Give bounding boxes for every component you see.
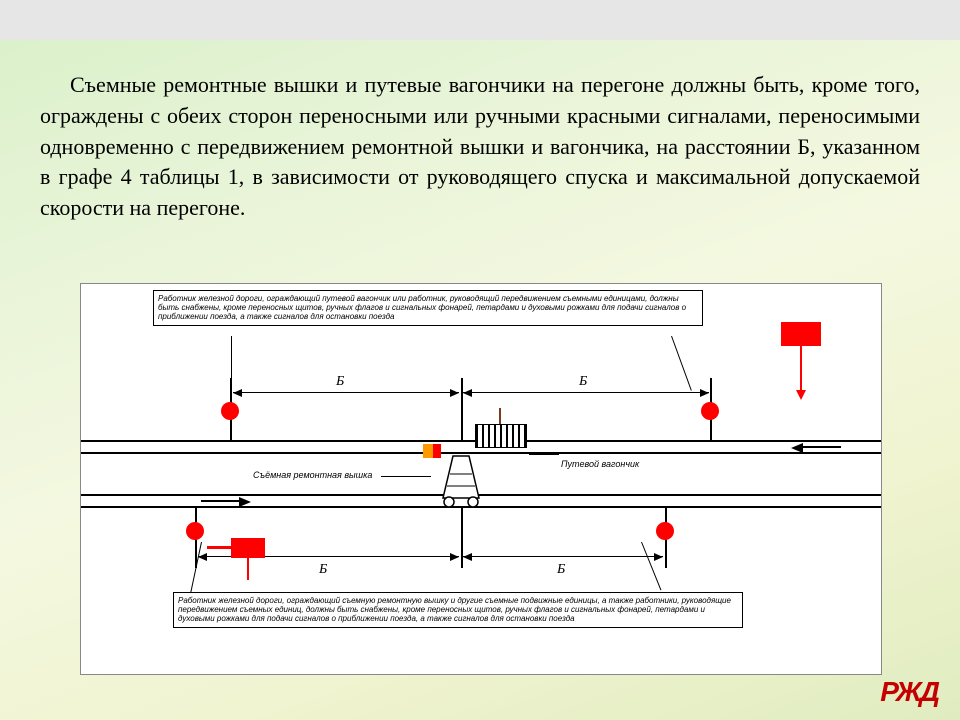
note-bottom: Работник железной дороги, ограждающий съ… xyxy=(173,592,743,628)
red-signal-icon xyxy=(701,402,719,420)
logo-text: РЖД xyxy=(880,676,938,707)
rzd-logo: РЖД xyxy=(880,676,938,708)
dim-label: Б xyxy=(579,374,587,390)
flag-orange-icon xyxy=(423,444,433,458)
callout-line xyxy=(641,542,661,591)
center-pole xyxy=(461,378,463,440)
main-paragraph: Съемные ремонтные вышки и путевые вагонч… xyxy=(40,70,920,224)
dimension-arrow xyxy=(233,392,459,393)
callout-line xyxy=(671,336,692,391)
track-wagon-icon xyxy=(475,424,527,448)
leader-line xyxy=(381,476,431,477)
portable-shield xyxy=(231,538,265,580)
direction-arrow-left-icon xyxy=(801,446,841,448)
slide: Съемные ремонтные вышки и путевые вагонч… xyxy=(0,0,960,720)
dim-label: Б xyxy=(336,374,344,390)
dim-label: Б xyxy=(557,562,565,578)
top-bar xyxy=(0,0,960,40)
diagram-area: Работник железной дороги, ограждающий пу… xyxy=(80,283,882,675)
paragraph-text: Съемные ремонтные вышки и путевые вагонч… xyxy=(40,72,920,220)
note-top: Работник железной дороги, ограждающий пу… xyxy=(153,290,703,326)
tower-label: Съёмная ремонтная вышка xyxy=(253,470,372,480)
red-signal-icon xyxy=(656,522,674,540)
red-signal-icon xyxy=(221,402,239,420)
wagon-label: Путевой вагончик xyxy=(561,459,639,469)
flag-red-icon xyxy=(433,444,441,458)
dimension-arrow xyxy=(463,392,709,393)
red-signal-icon xyxy=(186,522,204,540)
leader-line xyxy=(529,454,559,455)
portable-shield xyxy=(781,322,821,400)
direction-arrow-right-icon xyxy=(201,500,241,502)
dimension-arrow xyxy=(463,556,663,557)
repair-tower-icon xyxy=(433,452,489,513)
dim-label: Б xyxy=(319,562,327,578)
